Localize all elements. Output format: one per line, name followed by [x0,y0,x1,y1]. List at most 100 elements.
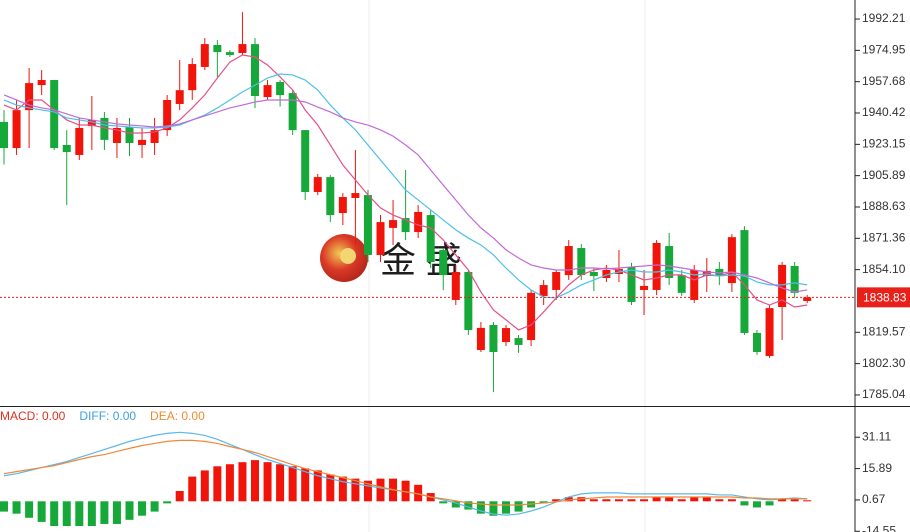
candle-body [790,266,799,293]
macd-bar [276,464,285,502]
candle-body [765,308,774,357]
candle-body [351,193,360,198]
legend-label: DIFF: 0.00 [79,409,136,423]
macd-bar [75,501,84,527]
candle-body [288,93,297,131]
macd-bar [564,497,573,502]
candle-body [338,197,347,214]
macd-bar [301,468,310,502]
candle-body [125,127,134,143]
candle-body [401,218,410,233]
candle-body [564,246,573,276]
macd-bar [251,460,259,502]
candle-body [727,237,736,284]
macd-bar [200,470,209,502]
candle-body [640,285,649,290]
macd-bar [150,501,159,512]
macd-bar [740,501,749,506]
candle-body [502,328,510,343]
macd-bar [163,501,172,504]
macd-bar [552,499,561,502]
candle-body [778,264,787,308]
candle-body [589,271,598,276]
candle-body [414,211,423,233]
candle-body [150,130,159,143]
macd-bar [502,501,510,514]
macd-bar [376,478,385,502]
candle-body [652,242,661,290]
macd-bar [263,462,272,502]
macd-bar [665,497,674,502]
candle-body [238,44,247,53]
y-tick-label: 1923.15 [862,137,906,151]
macd-panel [0,431,812,527]
y-tick-label: 1957.68 [862,74,906,88]
candle-body [389,220,398,228]
y-tick-label: 31.11 [862,429,891,443]
candle-body [489,324,498,353]
macd-bar [476,501,485,514]
candle-body [627,266,636,302]
candle-body [464,271,473,331]
candle-body [602,270,611,278]
macd-bar [602,499,611,502]
macd-bar [677,499,686,502]
candle-body [112,127,121,143]
macd-bar [414,484,423,502]
candle-body [251,44,259,96]
macd-bar [464,501,473,510]
y-tick-label: 15.89 [862,461,892,475]
macd-bar [351,478,360,502]
watermark: 金 盛 [320,234,462,282]
candle-body [213,45,222,53]
line [3,94,808,293]
macd-bar [112,501,121,524]
macd-bar [727,499,736,502]
macd-bar [87,501,96,527]
y-tick-label: 1871.36 [862,230,906,244]
macd-bar [25,501,34,518]
candle-body [0,121,8,149]
macd-bar [690,497,699,502]
candle-body [200,44,209,67]
candle-body [62,144,71,153]
macd-bar [652,497,661,502]
candle-body [677,275,686,293]
y-tick-label: 1905.89 [862,168,906,182]
macd-bar [401,480,410,502]
line [3,54,808,331]
line [3,73,808,299]
macd-bar [62,501,71,527]
candle-body [690,270,699,300]
candle-body [803,297,812,302]
macd-bar [640,499,649,502]
macd-bar [288,466,297,502]
macd-bar [363,480,372,502]
macd-bar [765,501,774,506]
candle-body [753,332,761,353]
candle-body [175,90,184,104]
macd-bar [12,501,21,514]
candle-body [326,177,335,216]
y-tick-label: 1992.21 [862,11,906,25]
candle-body [225,52,234,55]
candle-body [376,222,385,255]
candle-body [138,139,147,145]
macd-bar [188,476,197,502]
macd-bar [326,474,335,502]
price-panel [0,12,855,393]
candle-body [363,195,372,255]
candle-body [188,64,197,91]
macd-bar [125,501,134,520]
line [3,431,808,516]
candle-body [25,83,34,111]
macd-bar [213,466,222,502]
y-tick-label: -14.55 [862,523,896,532]
y-tick-label: 1854.10 [862,262,906,276]
candle-body [163,99,172,131]
macd-bar [489,501,498,516]
macd-bar [175,491,184,502]
macd-bar [439,501,448,504]
macd-bar [614,499,623,502]
